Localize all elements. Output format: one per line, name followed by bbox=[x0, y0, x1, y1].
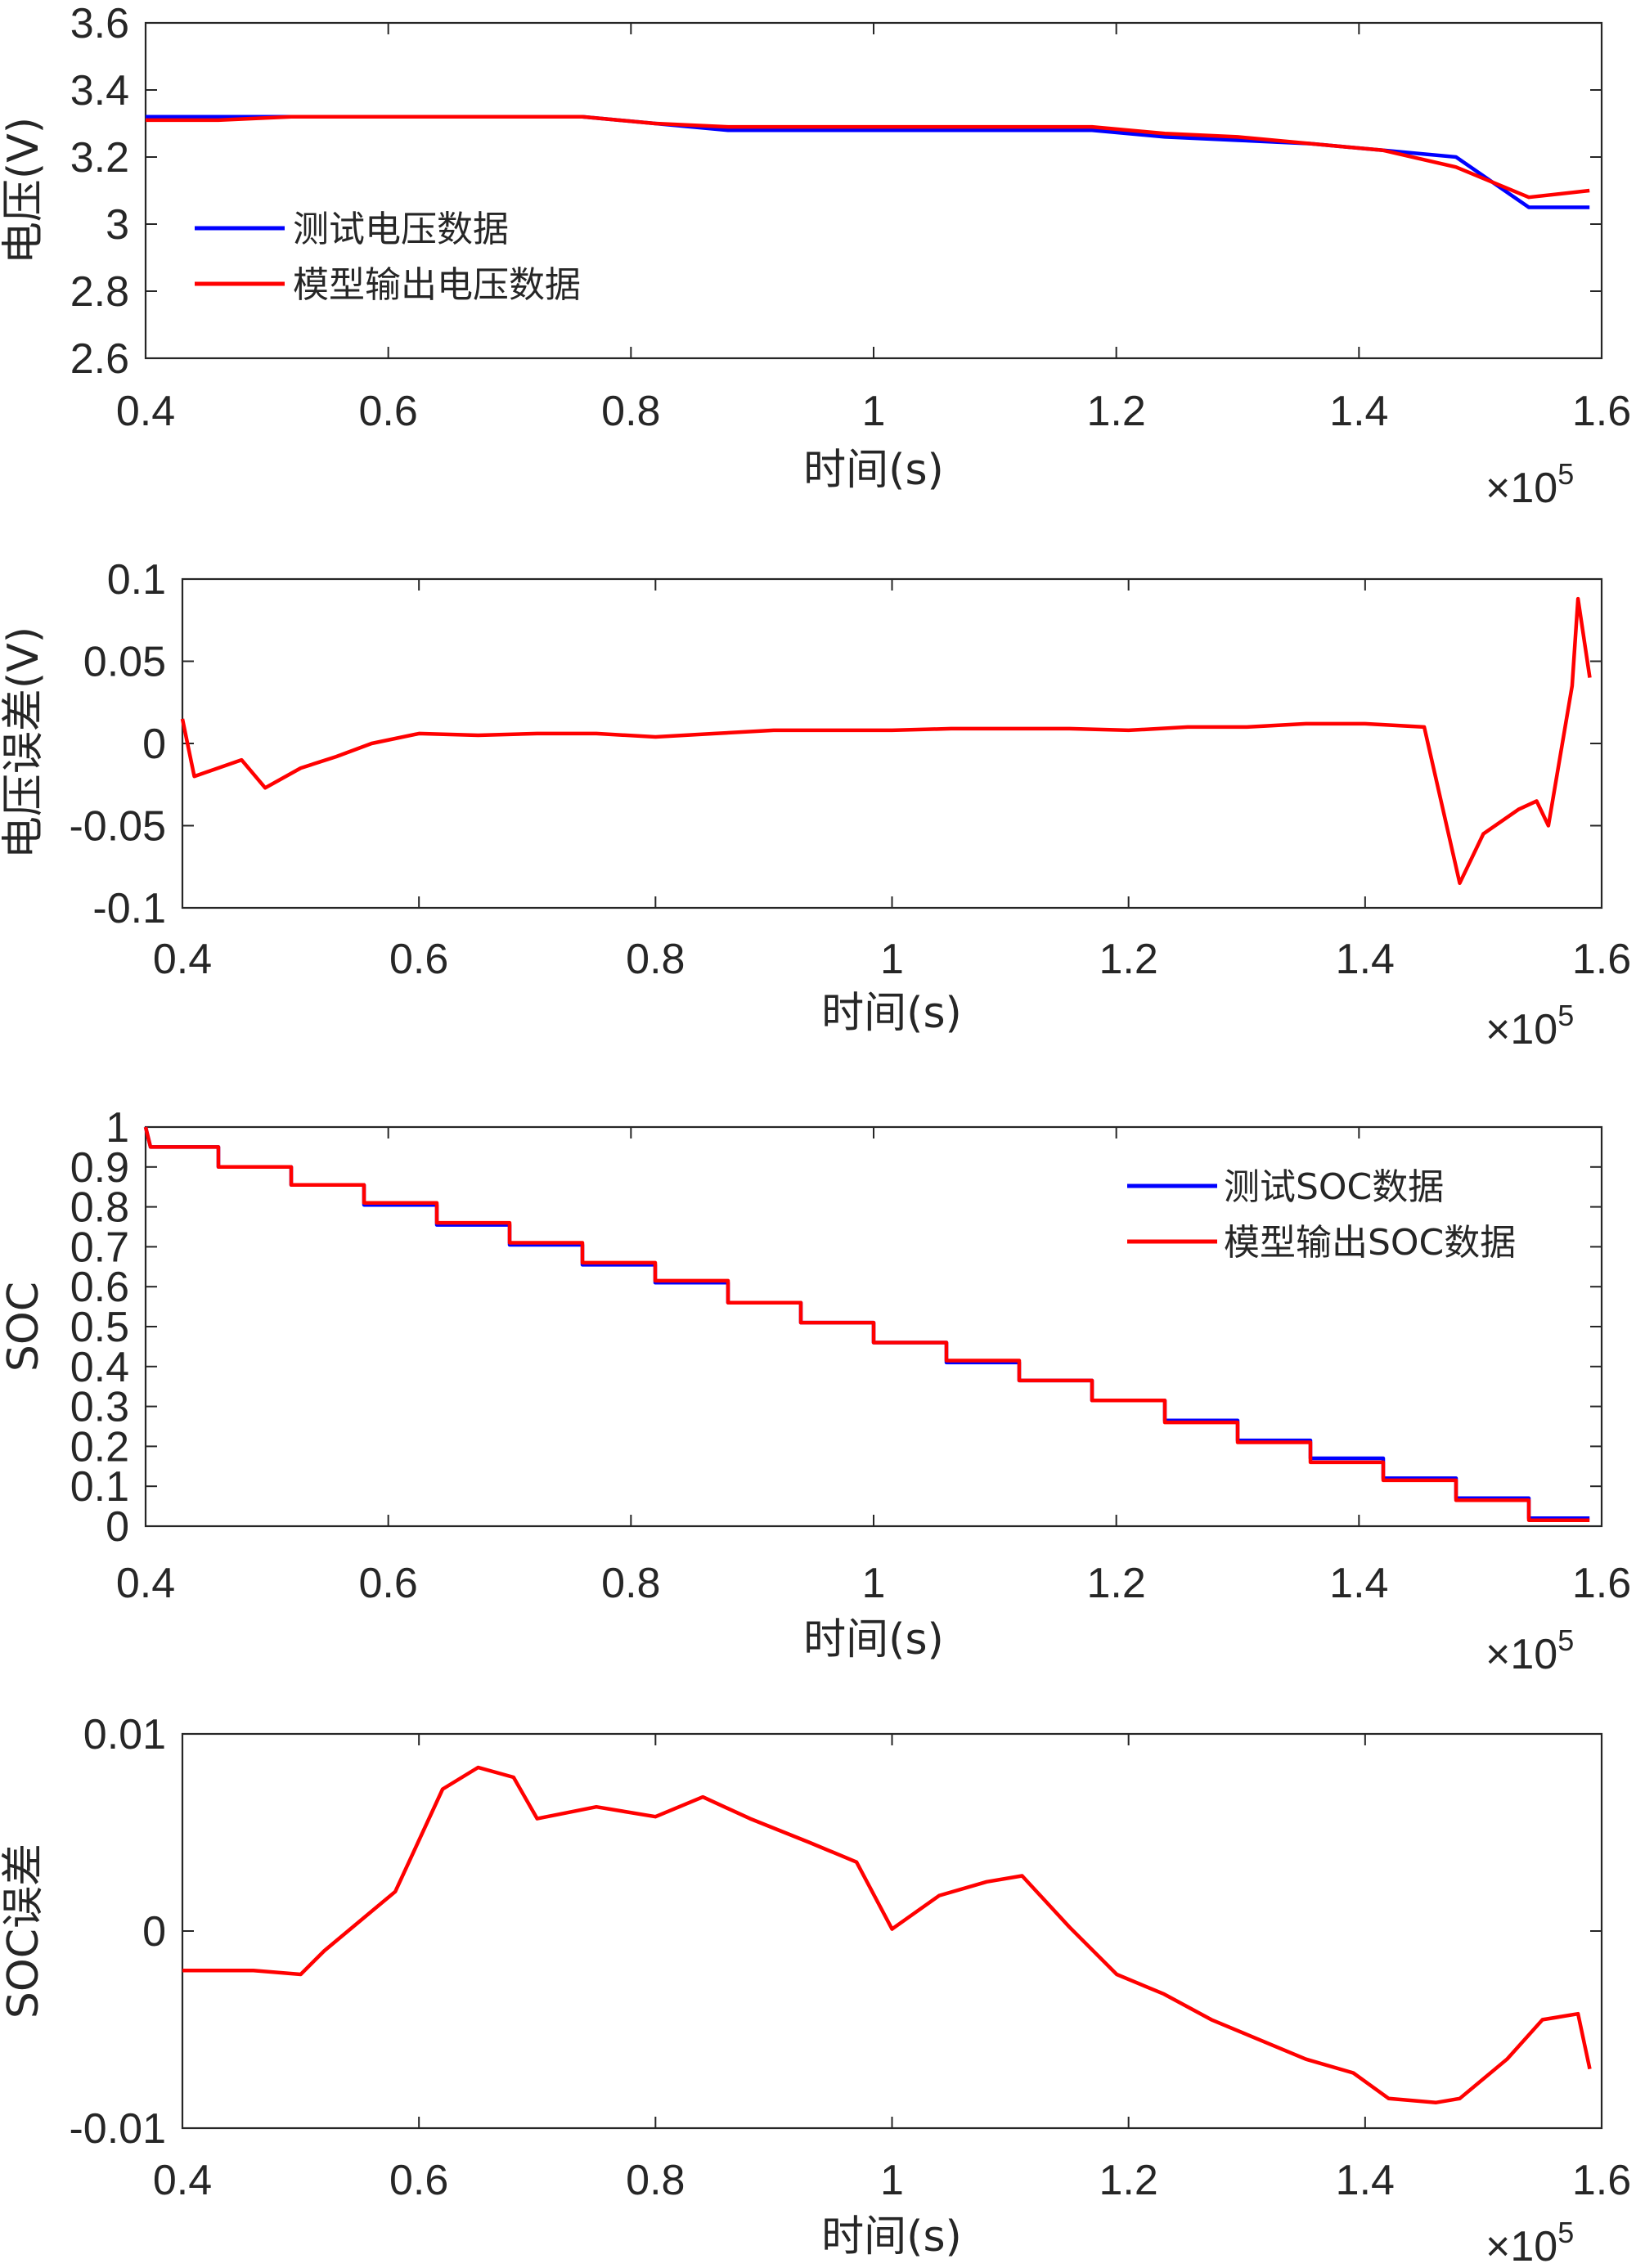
y-tick-label: 0.1 bbox=[107, 556, 166, 604]
y-tick-label: 0.2 bbox=[70, 1423, 129, 1471]
series-line-model bbox=[182, 1765, 1592, 2104]
voltage-y-axis-label: 电压(V) bbox=[0, 117, 48, 264]
y-tick-label: 0 bbox=[142, 1908, 166, 1956]
y-tick-label: 0.05 bbox=[83, 639, 166, 686]
y-tick-label: 3.4 bbox=[70, 67, 129, 115]
x-tick-label: 0.8 bbox=[626, 2157, 685, 2204]
x-tick-label: 1.4 bbox=[1329, 388, 1388, 435]
voltage-x-axis-label: 时间(s) bbox=[803, 446, 944, 495]
x-tick-label: 0.4 bbox=[153, 936, 212, 983]
voltage-error-subplot: 0.4 0.6 0.8 1 1.2 1.4 1.6 -0.1 -0.05 0 0.05 0.1 时间(… bbox=[0, 556, 1631, 1053]
voltage-error-x-axis-label: 时间(s) bbox=[821, 989, 962, 1038]
y-tick-label: 0.3 bbox=[70, 1384, 129, 1431]
x-tick-label: 1 bbox=[862, 388, 886, 435]
y-tick-label: -0.05 bbox=[69, 803, 166, 851]
voltage-x-exponent: ×105 bbox=[1485, 457, 1574, 512]
soc-error-ticks: 0.4 0.6 0.8 1 1.2 1.4 1.6 -0.01 0 0.01 bbox=[69, 1711, 1631, 2204]
x-tick-label: 1.6 bbox=[1572, 388, 1631, 435]
voltage-series bbox=[146, 115, 1590, 209]
y-tick-label: 1 bbox=[106, 1104, 129, 1152]
soc-error-subplot: 0.4 0.6 0.8 1 1.2 1.4 1.6 -0.01 0 0.01 时间(s) SOC误… bbox=[0, 1711, 1631, 2268]
x-tick-label: 1.6 bbox=[1572, 936, 1631, 983]
soc-error-series bbox=[182, 1765, 1592, 2104]
y-tick-label: 2.6 bbox=[70, 335, 129, 383]
x-tick-label: 0.4 bbox=[116, 388, 175, 435]
x-tick-label: 0.4 bbox=[116, 1560, 175, 1607]
x-tick-label: 1.2 bbox=[1099, 936, 1158, 983]
legend-label-test-soc: 测试SOC数据 bbox=[1224, 1166, 1444, 1208]
y-tick-label: 0.1 bbox=[70, 1463, 129, 1511]
x-tick-label: 0.8 bbox=[601, 388, 660, 435]
x-tick-label: 0.6 bbox=[389, 936, 448, 983]
soc-error-x-exponent: ×105 bbox=[1485, 2216, 1574, 2268]
voltage-subplot: 0.4 0.6 0.8 1 1.2 1.4 1.6 2.6 2.8 3 3.2 3.4 3.6 时间(s… bbox=[0, 0, 1631, 512]
y-tick-label: 2.8 bbox=[70, 268, 129, 316]
x-tick-label: 1.6 bbox=[1572, 1560, 1631, 1607]
voltage-error-ticks: 0.4 0.6 0.8 1 1.2 1.4 1.6 -0.1 -0.05 0 0.05 0.1 bbox=[69, 556, 1631, 983]
y-tick-label: 3 bbox=[106, 201, 129, 249]
x-tick-label: 0.8 bbox=[626, 936, 685, 983]
y-tick-label: -0.01 bbox=[69, 2105, 166, 2153]
y-tick-label: 0.6 bbox=[70, 1264, 129, 1311]
voltage-error-series bbox=[180, 596, 1592, 886]
series-line-model bbox=[146, 115, 1590, 200]
y-tick-label: 0.5 bbox=[70, 1304, 129, 1351]
legend-label-test-voltage: 测试电压数据 bbox=[293, 209, 509, 250]
y-tick-label: 0 bbox=[142, 721, 166, 768]
legend-label-model-soc: 模型输出SOC数据 bbox=[1224, 1222, 1516, 1264]
x-tick-label: 1.4 bbox=[1336, 2157, 1395, 2204]
y-tick-label: 3.2 bbox=[70, 134, 129, 182]
x-tick-label: 1.2 bbox=[1099, 2157, 1158, 2204]
voltage-legend: 测试电压数据 模型输出电压数据 bbox=[195, 209, 581, 306]
voltage-error-x-exponent: ×105 bbox=[1485, 999, 1574, 1053]
voltage-plot-frame bbox=[144, 21, 1603, 360]
voltage-error-plot-frame bbox=[181, 577, 1603, 909]
y-tick-label: 0.4 bbox=[70, 1344, 129, 1391]
x-tick-label: 0.8 bbox=[601, 1560, 660, 1607]
x-tick-label: 1.2 bbox=[1087, 1560, 1146, 1607]
x-tick-label: 1.2 bbox=[1087, 388, 1146, 435]
x-tick-label: 0.4 bbox=[153, 2157, 212, 2204]
soc-legend: 测试SOC数据 模型输出SOC数据 bbox=[1127, 1166, 1516, 1264]
x-tick-label: 0.6 bbox=[359, 388, 418, 435]
y-tick-label: 0 bbox=[106, 1503, 129, 1551]
soc-error-plot-frame bbox=[181, 1732, 1603, 2130]
x-tick-label: 1 bbox=[862, 1560, 886, 1607]
y-tick-label: 0.7 bbox=[70, 1224, 129, 1271]
x-tick-label: 1.4 bbox=[1329, 1560, 1388, 1607]
soc-error-y-axis-label: SOC误差 bbox=[0, 1844, 48, 2019]
series-line-model bbox=[143, 1126, 1590, 1522]
soc-y-axis-label: SOC bbox=[0, 1282, 48, 1372]
soc-x-axis-label: 时间(s) bbox=[803, 1615, 944, 1664]
x-tick-label: 1.4 bbox=[1336, 936, 1395, 983]
x-tick-label: 0.6 bbox=[389, 2157, 448, 2204]
y-tick-label: 3.6 bbox=[70, 0, 129, 47]
x-tick-label: 1.6 bbox=[1572, 2157, 1631, 2204]
x-tick-label: 1 bbox=[880, 2157, 904, 2204]
soc-subplot: 0.4 0.6 0.8 1 1.2 1.4 1.600.10.20.30.40.50.60.… bbox=[0, 1104, 1631, 1678]
voltage-error-y-axis-label: 电压误差(V) bbox=[0, 627, 48, 859]
soc-ticks: 0.4 0.6 0.8 1 1.2 1.4 1.600.10.20.30.40.50.60.… bbox=[70, 1104, 1631, 1607]
soc-error-x-axis-label: 时间(s) bbox=[821, 2212, 962, 2261]
x-tick-label: 0.6 bbox=[359, 1560, 418, 1607]
voltage-ticks: 0.4 0.6 0.8 1 1.2 1.4 1.6 2.6 2.8 3 3.2 3.4 3.6 bbox=[70, 0, 1631, 435]
y-tick-label: 0.8 bbox=[70, 1184, 129, 1232]
soc-series bbox=[143, 1126, 1590, 1522]
y-tick-label: 0.9 bbox=[70, 1144, 129, 1192]
y-tick-label: 0.01 bbox=[83, 1711, 166, 1758]
legend-label-model-voltage: 模型输出电压数据 bbox=[293, 264, 581, 306]
series-line-test bbox=[146, 115, 1590, 209]
soc-x-exponent: ×105 bbox=[1485, 1624, 1574, 1678]
series-line-model bbox=[180, 596, 1592, 886]
x-tick-label: 1 bbox=[880, 936, 904, 983]
y-tick-label: -0.1 bbox=[92, 885, 166, 932]
